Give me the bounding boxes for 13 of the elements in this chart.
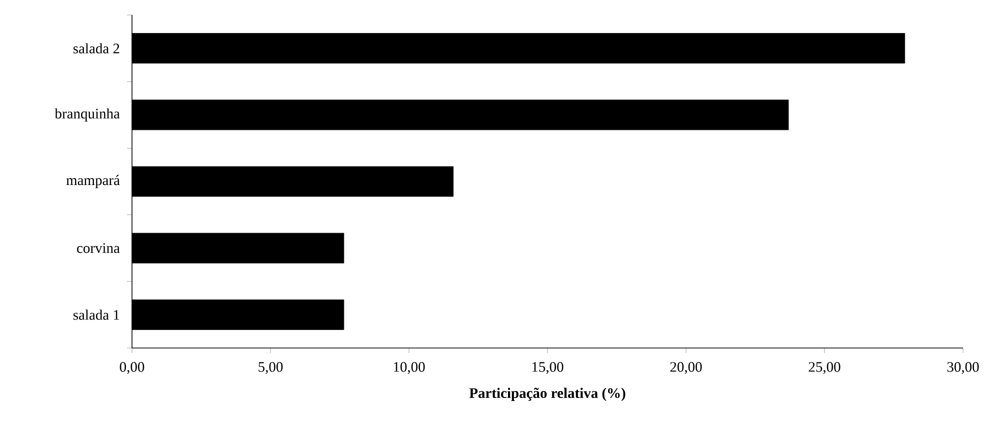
y-tick-label: salada 1	[73, 310, 120, 320]
y-tick-label: corvina	[77, 243, 120, 253]
x-tick-label: 0,00	[120, 362, 144, 374]
x-tick-label: 10,00	[394, 362, 425, 374]
x-tick-label: 25,00	[808, 362, 840, 374]
y-tick-label: mampará	[66, 174, 120, 188]
x-tick-label: 20,00	[670, 362, 702, 374]
y-tick-label: salada 2	[73, 43, 120, 54]
x-tick-label: 30,00	[947, 362, 979, 374]
y-tick-label: branquinha	[54, 108, 120, 122]
x-tick-label: 15,00	[532, 362, 564, 374]
x-tick-label: 5,00	[258, 362, 283, 374]
x-axis-title: Participação relativa (%)	[469, 388, 626, 401]
